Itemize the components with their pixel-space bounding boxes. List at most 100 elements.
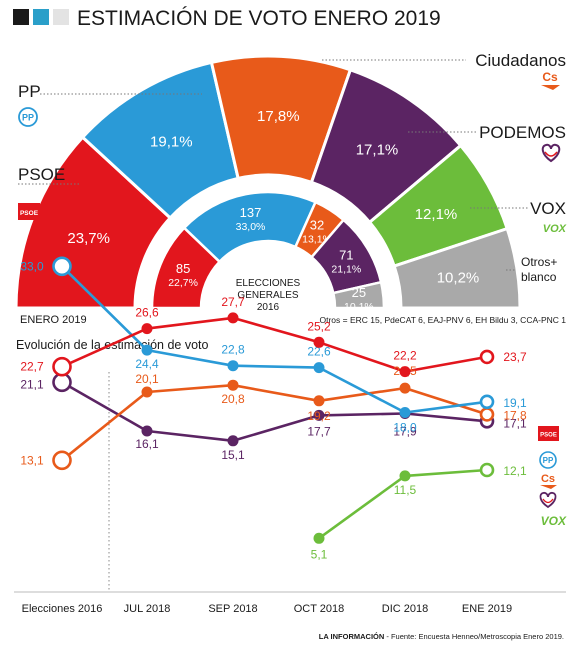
data-label-psoe-2: 27,7 [221, 295, 245, 309]
podemos-heart-icon [541, 143, 561, 163]
inner-value-label-otros: 10,1% [344, 301, 374, 313]
data-label-podemos-5: 17,1 [503, 416, 527, 430]
point-podemos-1 [141, 425, 153, 437]
vox-logo-small: VOX [541, 514, 567, 528]
pp-logo-small: PP [539, 451, 557, 469]
data-label-ciudadanos-5: 17,8 [503, 408, 527, 422]
data-label-ciudadanos-1: 20,1 [135, 372, 159, 386]
footer-source: LA INFORMACIÓN - Fuente: Encuesta Henneo… [319, 632, 564, 641]
point-pp-1 [141, 344, 153, 356]
point-pp-5 [479, 394, 495, 410]
line-podemos [61, 381, 488, 443]
point-psoe-3 [313, 336, 325, 348]
pp-logo-small-text: PP [543, 456, 554, 465]
data-label-podemos-2: 15,1 [221, 448, 245, 462]
x-tick-oct-2018: OCT 2018 [294, 603, 345, 615]
point-psoe-1 [141, 323, 153, 335]
inner-donut-label-line-1: ELECCIONES [236, 278, 301, 289]
cs-logo-text: Cs [542, 70, 558, 84]
point-psoe-4 [399, 366, 411, 378]
data-label-psoe-4: 22,2 [393, 349, 417, 363]
x-axis-ticks: Elecciones 2016 JUL 2018 SEP 2018 OCT 2018 D… [22, 603, 512, 615]
outer-value-label-ciudadanos: 17,8% [257, 108, 300, 125]
data-label-podemos-1: 16,1 [135, 437, 159, 451]
data-label-vox-3: 5,1 [311, 547, 328, 561]
otros-note: Otros = ERC 15, PdeCAT 6, EAJ-PNV 6, EH … [319, 315, 566, 325]
pp-logo-text: PP [22, 113, 34, 123]
data-label-psoe-0: 22,7 [20, 360, 44, 374]
data-label-psoe-5: 23,7 [503, 350, 527, 364]
data-label-pp-3: 22,6 [307, 345, 331, 359]
inner-seat-label-podemos: 71 [339, 248, 353, 263]
data-label-pp-2: 22,8 [221, 343, 245, 357]
inner-value-label-psoe: 22,7% [168, 277, 198, 289]
point-pp-2 [227, 360, 239, 372]
inner-value-label-pp: 33,0% [236, 221, 266, 233]
point-psoe-5 [479, 349, 495, 365]
outer-slice-otros-blanco [392, 226, 522, 310]
podemos-heart-small-accent [542, 498, 554, 504]
header-square-1 [13, 9, 29, 25]
data-label-podemos-4: 17,9 [393, 425, 417, 439]
data-label-ciudadanos-3: 19,2 [307, 409, 331, 423]
podemos-heart-small-shape [539, 491, 557, 509]
data-label-vox-5: 12,1 [503, 464, 527, 478]
point-ciudadanos-0 [52, 450, 72, 471]
psoe-logo: PSOE [18, 203, 40, 220]
data-label-ciudadanos-2: 20,8 [221, 392, 245, 406]
point-psoe-0 [52, 356, 72, 377]
psoe-logo-box [18, 203, 40, 220]
psoe-logo-text: PSOE [20, 210, 39, 217]
data-label-pp-5: 19,1 [503, 396, 527, 410]
point-ciudadanos-5 [479, 407, 495, 422]
data-label-pp-4: 18,0 [393, 421, 417, 435]
legend-otros-line-1: Otros+ [521, 255, 557, 269]
point-podemos-3 [313, 409, 325, 421]
inner-seat-label-ciudadanos: 32 [310, 218, 324, 233]
legend-psoe: PSOE [18, 165, 65, 184]
legend-ciudadanos: Ciudadanos [475, 51, 566, 70]
line-psoe [61, 316, 488, 373]
outer-value-label-podemos: 17,1% [356, 141, 399, 158]
donut-enero-2019: 23,7% 19,1% 17,8% 17,1% 12,1% 10,2% [14, 54, 522, 310]
data-label-ciudadanos-0: 13,1 [20, 453, 44, 467]
psoe-logo-small: PSOE [538, 426, 559, 441]
legend-otros-line-2: blanco [521, 270, 557, 284]
podemos-heart-shape [541, 143, 561, 163]
x-tick-elecciones-2016: Elecciones 2016 [22, 603, 103, 615]
point-ciudadanos-4 [399, 382, 411, 394]
line-ciudadanos [61, 383, 488, 462]
cs-logo-small-mark [540, 485, 557, 489]
psoe-logo-small-box [538, 426, 559, 441]
header-square-3 [53, 9, 69, 25]
page-title: ESTIMACIÓN DE VOTO ENERO 2019 [77, 7, 441, 30]
legend-pp: PP [18, 82, 41, 101]
inner-donut-label-line-2: GENERALES [237, 290, 298, 301]
footer-source-text: - Fuente: Encuesta Henneo/Metroscopia En… [384, 632, 564, 641]
inner-seat-label-psoe: 85 [176, 261, 190, 276]
header: ESTIMACIÓN DE VOTO ENERO 2019 [13, 7, 441, 30]
point-pp-0 [52, 256, 72, 277]
point-pp-3 [313, 362, 325, 374]
outer-donut-label: ENERO 2019 [20, 314, 87, 326]
inner-seat-label-pp: 137 [240, 205, 262, 220]
legend-podemos: PODEMOS [479, 123, 566, 142]
data-label-podemos-3: 17,7 [307, 424, 331, 438]
podemos-heart-icon-small [539, 491, 557, 509]
outer-value-label-otros-blanco: 10,2% [437, 269, 480, 286]
data-label-pp-0: 33,0 [20, 259, 44, 273]
point-podemos-2 [227, 435, 239, 447]
header-square-2 [33, 9, 49, 25]
point-psoe-2 [227, 312, 239, 324]
pp-logo-small-ring [539, 451, 557, 469]
data-label-vox-4: 11,5 [394, 483, 417, 497]
point-vox-3 [313, 532, 325, 544]
cs-logo-small: Cs [540, 473, 557, 489]
pp-logo-ring [18, 107, 38, 127]
x-tick-jul-2018: JUL 2018 [124, 603, 171, 615]
point-ciudadanos-3 [313, 395, 325, 407]
inner-slice-otros [331, 280, 386, 310]
